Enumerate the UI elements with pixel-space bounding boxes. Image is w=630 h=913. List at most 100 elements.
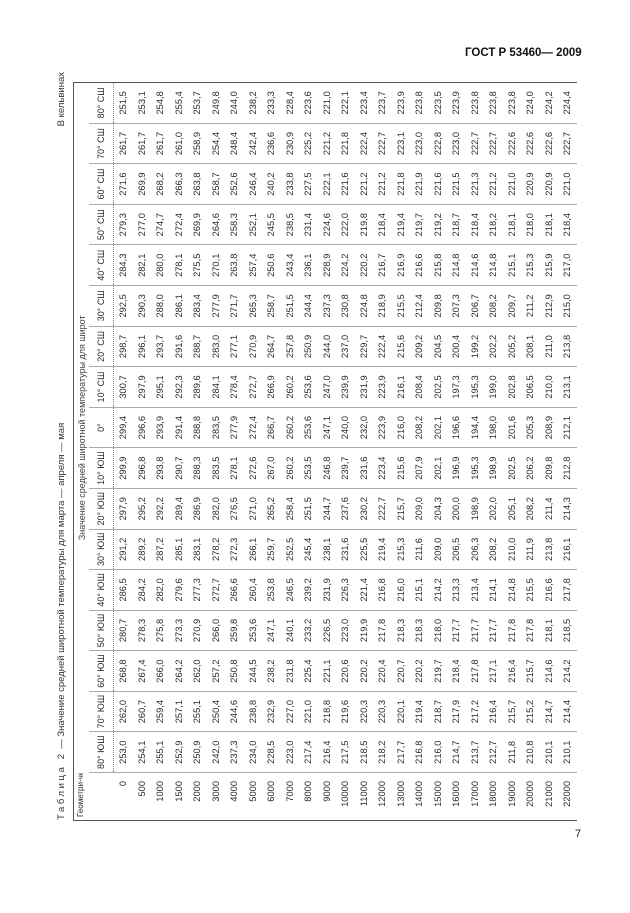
temperature-cell: 218,7 — [428, 691, 447, 732]
temperature-cell: 225,2 — [299, 123, 318, 164]
latitude-header: 70° СШ — [89, 123, 114, 164]
temperature-cell: 217,8 — [521, 610, 540, 651]
temperature-cell: 210,0 — [502, 529, 521, 570]
header-row-group: Геометри-ческая высота, м Значение средн… — [73, 82, 114, 821]
temperature-cell: 220,7 — [391, 650, 410, 692]
temperature-cell: 211,8 — [502, 731, 521, 773]
temperature-cell: 214,2 — [428, 569, 447, 611]
temperature-cell: 259,7 — [262, 529, 281, 570]
temperature-cell: 202,8 — [502, 366, 521, 408]
height-cell: 13000 — [391, 772, 410, 821]
temperature-cell: 288,3 — [188, 447, 207, 489]
temperature-cell: 217,7 — [465, 610, 484, 651]
temperature-cell: 199,2 — [465, 326, 484, 367]
temperature-cell: 264,7 — [262, 326, 281, 367]
temperature-cell: 295,2 — [132, 488, 151, 530]
temperature-cell: 267,4 — [132, 650, 151, 692]
height-cell: 19000 — [502, 772, 521, 821]
page-number: 7 — [575, 828, 582, 840]
temperature-cell: 283,0 — [206, 326, 225, 367]
height-cell: 8000 — [299, 772, 318, 821]
temperature-cell: 277,9 — [225, 407, 244, 448]
temperature-cell: 208,4 — [410, 366, 429, 408]
temperature-cell: 224,0 — [521, 82, 540, 124]
temperature-cell: 218,0 — [521, 204, 540, 245]
latitude-header: 60° ЮШ — [89, 650, 114, 692]
temperature-cell: 278,1 — [225, 447, 244, 489]
temperature-cell: 221,2 — [317, 123, 336, 164]
temperature-table: Геометри-ческая высота, м Значение средн… — [73, 82, 577, 821]
temperature-cell: 260,2 — [280, 447, 299, 489]
temperature-cell: 214,6 — [539, 650, 558, 692]
temperature-cell: 200,0 — [447, 488, 466, 530]
height-cell: 18000 — [484, 772, 503, 821]
temperature-cell: 212,8 — [558, 447, 577, 489]
temperature-cell: 214,2 — [558, 650, 577, 692]
temperature-cell: 215,1 — [410, 569, 429, 611]
height-column-header: Геометри-ческая высота, м — [73, 772, 114, 821]
temperature-cell: 218,9 — [373, 285, 392, 327]
table-row: 21000 210,1 214,7 214,6 218,1 216,6 213,8 211,4… — [539, 82, 558, 821]
temperature-cell: 282,0 — [206, 488, 225, 530]
temperature-cell: 271,7 — [225, 285, 244, 327]
temperature-cell: 258,7 — [206, 163, 225, 205]
temperature-cell: 276,5 — [225, 488, 244, 530]
temperature-cell: 232,9 — [262, 691, 281, 732]
temperature-cell: 222,6 — [521, 123, 540, 164]
temperature-cell: 224,8 — [354, 285, 373, 327]
temperature-cell: 253,6 — [299, 366, 318, 408]
temperature-cell: 199,0 — [484, 366, 503, 408]
temperature-cell: 230,8 — [336, 285, 355, 327]
temperature-cell: 238,2 — [262, 650, 281, 692]
temperature-cell: 219,7 — [410, 204, 429, 245]
temperature-cell: 282,1 — [132, 244, 151, 286]
temperature-cell: 218,4 — [447, 650, 466, 692]
temperature-cell: 221,8 — [336, 123, 355, 164]
temperature-cell: 233,3 — [262, 82, 281, 124]
temperature-cell: 217,2 — [465, 691, 484, 732]
temperature-cell: 207,9 — [410, 447, 429, 489]
temperature-cell: 214,4 — [558, 691, 577, 732]
temperature-cell: 223,1 — [391, 123, 410, 164]
latitude-header: 10° ЮШ — [89, 447, 114, 489]
temperature-cell: 209,7 — [502, 285, 521, 327]
temperature-cell: 218,5 — [558, 610, 577, 651]
height-cell: 10000 — [336, 772, 355, 821]
temperature-cell: 263,8 — [225, 244, 244, 286]
table-row: 22000 210,1 214,4 214,2 218,5 217,8 216,1 214,3… — [558, 82, 577, 821]
temperature-cell: 202,5 — [502, 447, 521, 489]
temperature-cell: 220,3 — [373, 691, 392, 732]
temperature-cell: 277,3 — [188, 569, 207, 611]
temperature-cell: 286,5 — [113, 569, 133, 611]
temperature-cell: 221,5 — [447, 163, 466, 205]
temperature-cell: 217,8 — [502, 610, 521, 651]
temperature-cell: 236,1 — [299, 244, 318, 286]
table-row: 12000 218,2 220,3 220,4 217,8 216,8 219,4 222,7… — [373, 82, 392, 821]
temperature-cell: 210,1 — [539, 731, 558, 773]
table-title: Таблица 2 — Значение средней широтной те… — [56, 423, 67, 820]
temperature-cell: 210,0 — [539, 366, 558, 408]
temperature-cell: 283,1 — [188, 529, 207, 570]
temperature-cell: 254,8 — [151, 82, 170, 124]
table-row: 500 254,1 260,7 267,4 278,3 284,2 289,2 295,2 29… — [132, 82, 151, 821]
temperature-cell: 261,0 — [169, 123, 188, 164]
temperature-cell: 289,2 — [132, 529, 151, 570]
temperature-cell: 220,2 — [410, 650, 429, 692]
temperature-cell: 221,0 — [502, 163, 521, 205]
temperature-cell: 217,7 — [391, 731, 410, 773]
temperature-cell: 222,8 — [428, 123, 447, 164]
temperature-cell: 218,1 — [539, 204, 558, 245]
temperature-cell: 205,1 — [502, 488, 521, 530]
temperature-cell: 286,1 — [169, 285, 188, 327]
temperature-cell: 297,9 — [132, 366, 151, 408]
temperature-cell: 257,4 — [243, 244, 262, 286]
temperature-cell: 237,6 — [336, 488, 355, 530]
temperature-cell: 247,1 — [317, 407, 336, 448]
temperature-cell: 214,3 — [558, 488, 577, 530]
table-row: 1500 252,9 257,1 264,2 273,3 279,6 285,1 289,4 2… — [169, 82, 188, 821]
temperature-cell: 265,3 — [243, 285, 262, 327]
height-cell: 7000 — [280, 772, 299, 821]
temperature-cell: 261,7 — [132, 123, 151, 164]
rotated-table-block: Таблица 2 — Значение средней широтной те… — [50, 70, 580, 830]
temperature-cell: 260,7 — [132, 691, 151, 732]
